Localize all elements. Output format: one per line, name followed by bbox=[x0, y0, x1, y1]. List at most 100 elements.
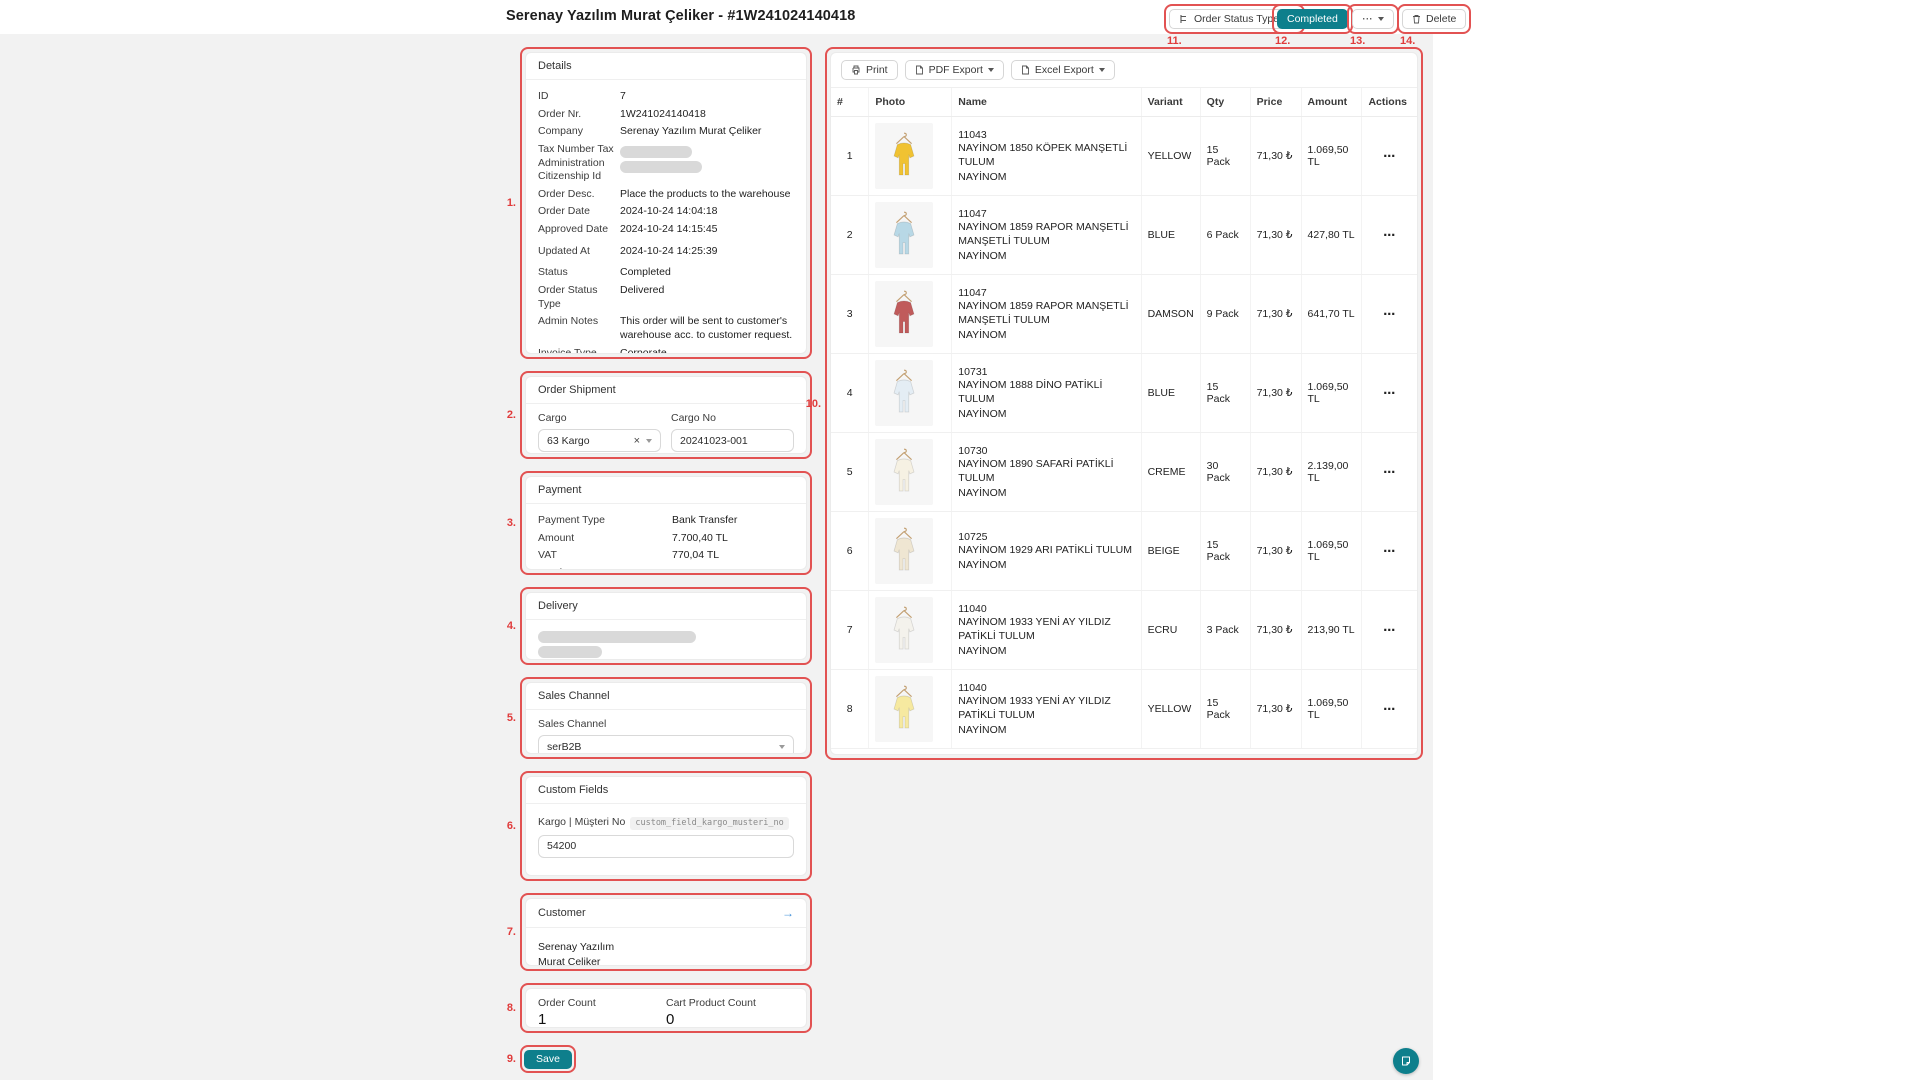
product-photo bbox=[875, 123, 934, 189]
completed-status-button[interactable]: Completed bbox=[1277, 9, 1348, 29]
baby-onesie-illustration bbox=[893, 527, 915, 571]
order-shipment-header: Order Shipment bbox=[538, 384, 616, 396]
order-status-type-button[interactable]: Order Status Type bbox=[1169, 9, 1301, 29]
product-row-number: 7 bbox=[831, 590, 869, 670]
custom-field-input[interactable]: 54200 bbox=[538, 834, 794, 858]
cargo-label: Cargo bbox=[538, 412, 567, 424]
product-photo bbox=[875, 597, 934, 663]
save-button[interactable]: Save bbox=[524, 1049, 572, 1069]
col-header-name: Name bbox=[951, 88, 1142, 117]
product-price: 71,30 ₺ bbox=[1249, 195, 1302, 275]
product-price: 71,30 ₺ bbox=[1249, 511, 1302, 591]
cargo-no-field-group: Cargo No 20241023-001 bbox=[671, 412, 794, 452]
cargo-no-input[interactable]: 20241023-001 bbox=[671, 429, 794, 452]
annotation-number-10: 10. bbox=[805, 397, 821, 410]
product-code: 11047 bbox=[958, 287, 987, 300]
trash-icon bbox=[1413, 15, 1420, 24]
details-panel: Details ID 7 Order Nr. 1W241024140418 Comp… bbox=[525, 52, 807, 354]
table-toolbar: Print PDF Export Excel Export bbox=[831, 53, 1417, 88]
payment-header: Payment bbox=[538, 484, 582, 496]
row-actions-menu[interactable]: ⋯ bbox=[1361, 195, 1417, 275]
sales-channel-select[interactable]: serB2B bbox=[538, 735, 794, 753]
product-name: NAYİNOM 1929 ARI PATİKLİ TULUM bbox=[958, 544, 1132, 557]
custom-fields-panel: Custom Fields Kargo | Müşteri No custom_f… bbox=[525, 776, 807, 876]
product-qty: 3 Pack bbox=[1199, 590, 1251, 670]
customer-link-arrow-icon[interactable]: → bbox=[782, 906, 794, 920]
detail-row-id: ID 7 bbox=[538, 90, 626, 102]
col-header-amount: Amount bbox=[1300, 88, 1362, 117]
annotation-box-9: 9. Save bbox=[507, 1045, 576, 1073]
annotation-box-6: 6. Custom Fields Kargo | Müşteri No custo… bbox=[507, 771, 812, 881]
row-actions-menu[interactable]: ⋯ bbox=[1361, 511, 1417, 591]
product-row-number: 2 bbox=[831, 195, 869, 275]
detail-row-approved-date: Approved Date 2024-10-24 14:15:45 bbox=[538, 223, 718, 236]
payment-row-type: Payment Type Bank Transfer bbox=[538, 514, 738, 526]
payment-row-vat: VAT 770,04 TL bbox=[538, 549, 720, 562]
products-table: # Photo Name Variant Qty Price Amount Ac… bbox=[831, 88, 1417, 749]
baby-onesie-illustration bbox=[893, 685, 915, 729]
more-actions-button[interactable]: ⋯ bbox=[1352, 9, 1394, 29]
product-code: 11040 bbox=[958, 603, 987, 616]
product-variant: ECRU bbox=[1140, 590, 1201, 670]
product-amount: 2.139,00 TL bbox=[1300, 432, 1362, 512]
annotation-number-4: 4. bbox=[506, 620, 516, 632]
product-table-row: 5 10730 NAYİNOM 1890 SAFARİ PATİKLİ TULU… bbox=[831, 432, 1417, 512]
pdf-document-icon bbox=[915, 65, 923, 75]
product-photo-cell bbox=[868, 353, 952, 433]
product-amount: 1.069,50 TL bbox=[1300, 669, 1362, 749]
baby-onesie-illustration bbox=[893, 290, 915, 334]
product-qty: 15 Pack bbox=[1199, 116, 1251, 196]
cargo-select[interactable]: 63 Kargo × bbox=[538, 429, 661, 452]
delete-button[interactable]: Delete bbox=[1402, 9, 1467, 29]
annotation-number-5: 5. bbox=[506, 712, 516, 724]
product-photo-cell bbox=[868, 432, 952, 512]
product-brand: NAYİNOM bbox=[958, 407, 1007, 420]
product-amount: 1.069,50 TL bbox=[1300, 116, 1362, 196]
product-name-cell: 11047 NAYİNOM 1859 RAPOR MANŞETLİ MANŞET… bbox=[951, 195, 1142, 275]
product-brand: NAYİNOM bbox=[958, 644, 1007, 657]
row-actions-menu[interactable]: ⋯ bbox=[1361, 116, 1417, 196]
product-variant: CREME bbox=[1140, 432, 1201, 512]
product-table-row: 2 11047 NAYİNOM 1859 RAPOR MANŞETLİ MANŞ… bbox=[831, 195, 1417, 275]
col-header-price: Price bbox=[1249, 88, 1302, 117]
annotation-number-2: 2. bbox=[506, 409, 516, 421]
row-actions-menu[interactable]: ⋯ bbox=[1361, 669, 1417, 749]
annotation-number-1: 1. bbox=[506, 197, 516, 209]
skeleton-bar bbox=[538, 646, 602, 658]
product-table-row: 7 11040 NAYİNOM 1933 YENİ AY YILDIZ PATİ… bbox=[831, 590, 1417, 670]
annotation-box-12: Completed 12. bbox=[1272, 4, 1353, 47]
row-actions-menu[interactable]: ⋯ bbox=[1361, 590, 1417, 670]
product-photo bbox=[875, 281, 934, 347]
skeleton-bar bbox=[538, 631, 696, 643]
print-button[interactable]: Print bbox=[841, 60, 898, 80]
detail-row-order-nr: Order Nr. 1W241024140418 bbox=[538, 107, 706, 120]
product-photo-cell bbox=[868, 274, 952, 354]
annotation-box-2: 2. Order Shipment Cargo 63 Kargo × Cargo… bbox=[507, 371, 812, 459]
annotation-box-1: 1. Details ID 7 Order Nr. 1W241024140418 C… bbox=[507, 47, 812, 359]
product-name: NAYİNOM 1888 DİNO PATİKLİ TULUM bbox=[958, 379, 1103, 405]
caret-down-icon bbox=[1098, 68, 1105, 72]
row-actions-menu[interactable]: ⋯ bbox=[1361, 353, 1417, 433]
tax-skeleton-values bbox=[620, 143, 794, 184]
detail-row-invoice-type: Invoice Type Corporate bbox=[538, 346, 667, 354]
page-title: Serenay Yazılım Murat Çeliker - #1W24102… bbox=[506, 8, 856, 24]
annotation-number-9: 9. bbox=[506, 1052, 516, 1065]
clear-icon[interactable]: × bbox=[633, 434, 640, 447]
product-name-cell: 11043 NAYİNOM 1850 KÖPEK MANŞETLİ TULUM … bbox=[951, 116, 1142, 196]
order-shipment-panel: Order Shipment Cargo 63 Kargo × Cargo No bbox=[525, 376, 807, 454]
support-chat-fab[interactable] bbox=[1393, 1048, 1419, 1074]
product-name-cell: 10730 NAYİNOM 1890 SAFARİ PATİKLİ TULUM … bbox=[951, 432, 1142, 512]
product-amount: 1.069,50 TL bbox=[1300, 511, 1362, 591]
row-actions-menu[interactable]: ⋯ bbox=[1361, 274, 1417, 354]
table-header-row: # Photo Name Variant Qty Price Amount Ac… bbox=[831, 88, 1417, 117]
col-header-actions: Actions bbox=[1361, 88, 1417, 117]
excel-export-button[interactable]: Excel Export bbox=[1010, 60, 1115, 80]
product-photo bbox=[875, 202, 934, 268]
pdf-export-button[interactable]: PDF Export bbox=[904, 60, 1004, 80]
annotation-box-10: 10. Print PDF Export Excel Export bbox=[806, 47, 1423, 760]
row-actions-menu[interactable]: ⋯ bbox=[1361, 432, 1417, 512]
product-name: NAYİNOM 1859 RAPOR MANŞETLİ MANŞETLİ TUL… bbox=[958, 221, 1129, 247]
sales-channel-header: Sales Channel bbox=[538, 690, 610, 702]
details-header: Details bbox=[538, 60, 572, 72]
